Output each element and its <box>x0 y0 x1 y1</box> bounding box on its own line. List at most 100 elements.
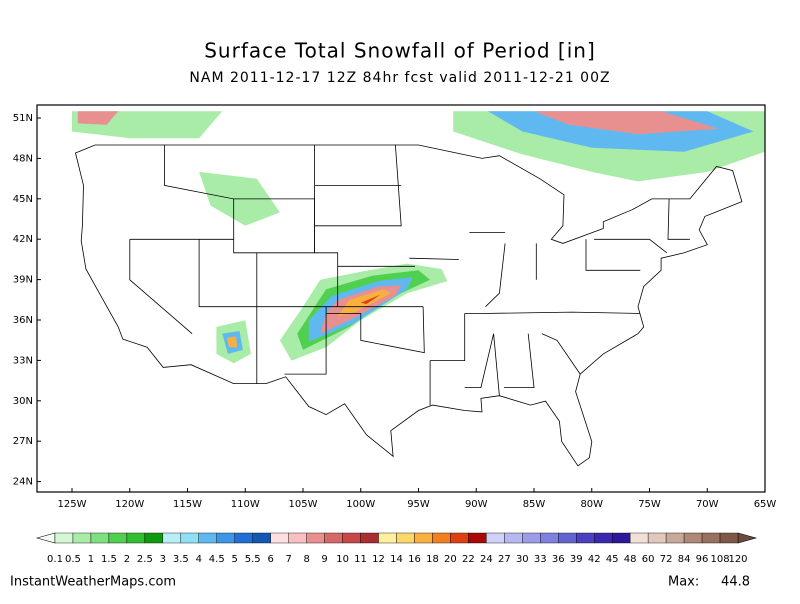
colorbar-label: 48 <box>624 554 637 565</box>
colorbar-label: 33 <box>534 554 547 565</box>
colorbar-label: 0.1 <box>47 554 63 565</box>
colorbar-box <box>90 532 110 544</box>
colorbar-box <box>540 532 559 544</box>
lon-label: 110W <box>231 499 260 510</box>
colorbar-box <box>72 532 92 544</box>
map <box>72 111 765 467</box>
colorbar-box <box>252 532 271 544</box>
state-border <box>409 257 459 260</box>
colorbar-box <box>414 532 433 544</box>
state-border <box>485 243 506 307</box>
state-border <box>541 333 581 375</box>
colorbar-box <box>288 532 307 544</box>
colorbar-box <box>594 532 613 544</box>
colorbar-label: 12 <box>372 554 385 565</box>
colorbar-label: 60 <box>642 554 655 565</box>
state-border <box>314 145 339 307</box>
snow-area <box>226 336 238 348</box>
colorbar-label: 0.5 <box>65 554 81 565</box>
colorbar-box <box>126 532 146 544</box>
colorbar-label: 4 <box>196 554 202 565</box>
colorbar-box <box>324 532 343 544</box>
state-border <box>667 198 690 240</box>
lon-label: 75W <box>638 499 661 510</box>
colorbar-box <box>396 532 415 544</box>
colorbar-label: 9 <box>321 554 327 565</box>
colorbar-label: 20 <box>444 554 457 565</box>
colorbar-label: 3.5 <box>173 554 189 565</box>
colorbar-label: 1.5 <box>101 554 117 565</box>
lon-label: 70W <box>696 499 719 510</box>
snow-area <box>534 111 719 135</box>
snow-area <box>360 294 381 304</box>
state-border <box>129 239 193 335</box>
colorbar-box <box>486 532 505 544</box>
lon-label: 125W <box>58 499 87 510</box>
lon-label: 100W <box>346 499 375 510</box>
lon-label: 65W <box>754 499 777 510</box>
snow-area <box>77 111 119 125</box>
state-border <box>198 239 424 308</box>
lat-label: 24N <box>13 477 33 488</box>
colorbar-box <box>468 532 487 544</box>
colorbar-label: 7 <box>285 554 291 565</box>
lon-label: 85W <box>523 499 546 510</box>
lon-label: 115W <box>173 499 202 510</box>
state-border <box>326 306 425 354</box>
max-label: Max: <box>668 575 699 590</box>
colorbar-box <box>234 532 253 544</box>
lon-label: 80W <box>580 499 603 510</box>
colorbar-under <box>35 532 56 544</box>
colorbar-box <box>719 532 739 544</box>
colorbar-label: 4.5 <box>209 554 225 565</box>
colorbar-label: 108 <box>710 554 729 565</box>
colorbar-label: 45 <box>606 554 619 565</box>
colorbar-box <box>629 532 649 544</box>
colorbar-label: 14 <box>390 554 403 565</box>
title: Surface Total Snowfall of Period [in] <box>204 39 596 63</box>
colorbar-box <box>665 532 685 544</box>
colorbar-box <box>522 532 541 544</box>
colorbar-label: 96 <box>696 554 709 565</box>
colorbar-label: 6 <box>267 554 273 565</box>
colorbar-box <box>216 532 235 544</box>
lon-label: 95W <box>407 499 430 510</box>
state-border <box>464 311 641 314</box>
colorbar-label: 30 <box>516 554 529 565</box>
colorbar-box <box>683 532 703 544</box>
colorbar-over <box>737 532 758 544</box>
colorbar-box <box>162 532 182 544</box>
lat-label: 45N <box>13 194 33 205</box>
state-border <box>594 238 668 254</box>
colorbar-label: 39 <box>570 554 583 565</box>
state-border <box>504 333 535 389</box>
colorbar-box <box>450 532 469 544</box>
colorbar-label: 5.5 <box>245 554 261 565</box>
state-border <box>284 306 327 375</box>
colorbar-label: 27 <box>498 554 511 565</box>
colorbar-label: 3 <box>160 554 166 565</box>
lon-label: 90W <box>465 499 488 510</box>
colorbar-box <box>611 532 631 544</box>
colorbar-label: 18 <box>426 554 439 565</box>
lat-label: 48N <box>13 153 33 164</box>
lat-label: 39N <box>13 275 33 286</box>
lat-label: 51N <box>13 113 33 124</box>
colorbar-box <box>198 532 217 544</box>
colorbar-label: 5 <box>232 554 238 565</box>
colorbar-box <box>647 532 667 544</box>
colorbar-box <box>108 532 128 544</box>
colorbar-label: 8 <box>303 554 309 565</box>
state-border <box>464 333 500 396</box>
colorbar-box <box>270 532 289 544</box>
source: InstantWeatherMaps.com <box>10 575 176 590</box>
colorbar-box <box>432 532 451 544</box>
lon-label: 120W <box>115 499 144 510</box>
colorbar-box <box>342 532 361 544</box>
colorbar-box <box>180 532 199 544</box>
colorbar-box <box>54 532 74 544</box>
colorbar-label: 42 <box>588 554 601 565</box>
colorbar-label: 24 <box>480 554 493 565</box>
colorbar-label: 84 <box>678 554 691 565</box>
